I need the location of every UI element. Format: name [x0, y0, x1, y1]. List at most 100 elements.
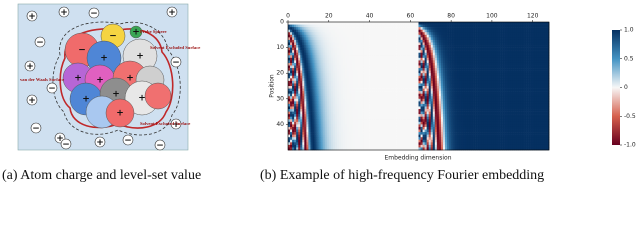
heatmap-cell — [424, 73, 427, 77]
heatmap-cell — [359, 50, 362, 54]
heatmap-cell — [459, 78, 462, 82]
heatmap-cell — [536, 24, 540, 28]
heatmap-cell — [375, 116, 379, 120]
heatmap-cell — [361, 98, 364, 102]
heatmap-cell — [288, 62, 291, 66]
heatmap-cell — [306, 47, 309, 51]
heatmap-cell — [312, 109, 315, 112]
heatmap-cell — [534, 111, 538, 115]
heatmap-cell — [308, 37, 311, 41]
heatmap-cell — [347, 91, 350, 94]
heatmap-cell — [481, 106, 485, 110]
heatmap-cell — [406, 68, 409, 71]
heatmap-cell — [465, 93, 468, 97]
heatmap-cell — [546, 22, 550, 25]
heatmap-cell — [485, 98, 489, 102]
heatmap-cell — [404, 91, 407, 94]
heatmap-cell — [302, 73, 305, 77]
heatmap-cell — [396, 52, 399, 56]
heatmap-cell — [451, 34, 454, 38]
heatmap-cell — [463, 52, 466, 56]
heatmap-cell — [385, 109, 389, 112]
heatmap-cell — [465, 101, 468, 105]
heatmap-cell — [371, 96, 374, 100]
heatmap-cell — [312, 39, 315, 43]
heatmap-cell — [357, 93, 360, 97]
heatmap-cell — [367, 45, 370, 48]
heatmap-cell — [308, 83, 311, 87]
heatmap-cell — [328, 116, 332, 120]
heatmap-cell — [449, 42, 452, 46]
heatmap-cell — [320, 111, 323, 115]
heatmap-cell — [426, 73, 429, 77]
heatmap-cell — [432, 24, 436, 28]
heatmap-cell — [451, 109, 454, 112]
heatmap-cell — [359, 24, 362, 28]
heatmap-cell — [540, 29, 544, 33]
heatmap-cell — [298, 37, 301, 41]
heatmap-cell — [447, 50, 450, 54]
heatmap-cell — [294, 114, 297, 118]
heatmap-cell — [424, 22, 427, 25]
heatmap-cell — [304, 70, 307, 74]
heatmap-cell — [502, 37, 505, 41]
heatmap-cell — [296, 75, 299, 79]
heatmap-cell — [520, 62, 523, 66]
heatmap-cell — [406, 106, 409, 110]
heatmap-cell — [495, 37, 499, 41]
heatmap-cell — [432, 55, 436, 59]
heatmap-cell — [522, 27, 525, 30]
heatmap-cell — [310, 114, 313, 118]
atom-sign: + — [116, 109, 124, 119]
heatmap-cell — [379, 73, 383, 77]
heatmap-cell — [508, 73, 511, 77]
heatmap-cell — [292, 45, 295, 48]
heatmap-cell — [304, 62, 307, 66]
heatmap-cell — [483, 45, 487, 48]
heatmap-cell — [330, 103, 334, 107]
heatmap-cell — [544, 57, 548, 61]
heatmap-cell — [383, 42, 387, 46]
heatmap-cell — [351, 65, 354, 69]
heatmap-cell — [473, 55, 476, 59]
heatmap-cell — [506, 39, 509, 43]
heatmap-cell — [322, 52, 326, 56]
heatmap-cell — [522, 47, 525, 51]
heatmap-cell — [308, 119, 311, 123]
heatmap-cell — [351, 109, 354, 112]
heatmap-cell — [389, 47, 393, 51]
heatmap-cell — [304, 32, 307, 36]
heatmap-cell — [300, 83, 303, 87]
heatmap-cell — [467, 45, 470, 48]
heatmap-cell — [367, 111, 370, 115]
heatmap-cell — [471, 75, 474, 79]
heatmap-cell — [428, 55, 432, 59]
heatmap-cell — [294, 39, 297, 43]
heatmap-cell — [334, 78, 338, 82]
heatmap-cell — [304, 75, 307, 79]
heatmap-cell — [288, 88, 291, 92]
heatmap-cell — [418, 39, 421, 43]
heatmap-cell — [442, 88, 446, 92]
heatmap-cell — [445, 73, 448, 77]
heatmap-cell — [357, 103, 360, 107]
heatmap-cell — [449, 98, 452, 102]
heatmap-cell — [357, 83, 360, 87]
heatmap-cell — [420, 111, 423, 115]
heatmap-cell — [434, 47, 438, 51]
heatmap-cell — [522, 114, 525, 118]
heatmap-cell — [357, 45, 360, 48]
heatmap-cell — [345, 103, 348, 107]
heatmap-cell — [469, 96, 472, 100]
heatmap-cell — [310, 42, 313, 46]
heatmap-cell — [322, 80, 326, 84]
heatmap-cell — [451, 93, 454, 97]
heatmap-cell — [371, 88, 374, 92]
heatmap-cell — [491, 37, 495, 41]
heatmap-cell — [532, 68, 536, 71]
heatmap-cell — [477, 29, 480, 33]
heatmap-cell — [304, 116, 307, 120]
heatmap-cell — [298, 83, 301, 87]
heatmap-cell — [469, 37, 472, 41]
heatmap-cell — [428, 103, 432, 107]
